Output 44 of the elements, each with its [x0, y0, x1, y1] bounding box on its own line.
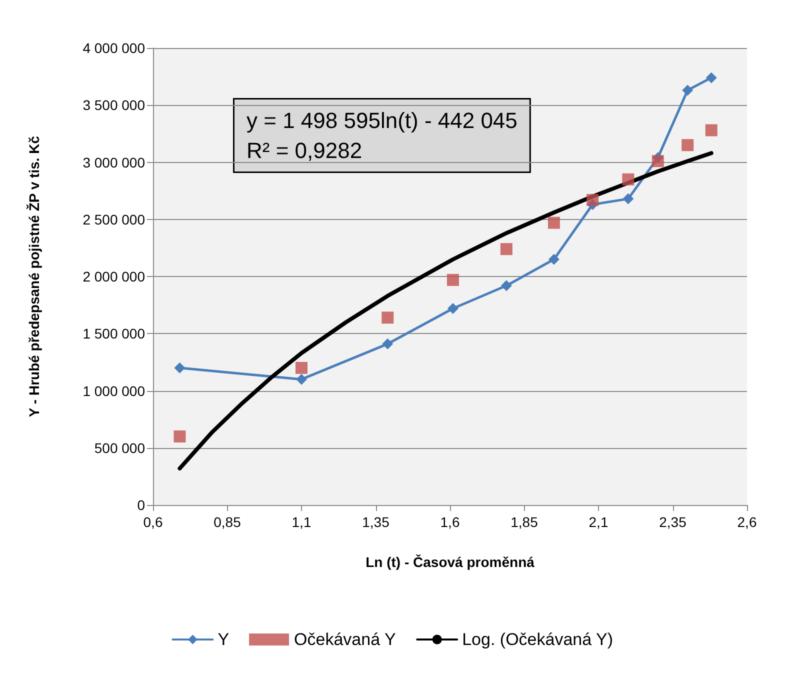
y-tick-label: 4 000 000: [82, 40, 146, 56]
y-tick-label: 2 500 000: [82, 211, 146, 228]
x-tick-label: 1,35: [362, 514, 390, 530]
x-tick-label: 2,1: [588, 514, 608, 530]
point: [622, 193, 634, 204]
point: [174, 430, 186, 442]
point: [705, 124, 718, 136]
x-tick-label: 1,1: [292, 514, 312, 530]
point: [296, 362, 308, 374]
y-tick-label: 1 000 000: [82, 382, 146, 399]
point: [500, 243, 512, 256]
point: [500, 280, 512, 292]
legend-label: Očekávaná Y: [294, 630, 396, 649]
y-tick-label: 0: [137, 497, 146, 513]
point: [174, 362, 186, 374]
y-tick-label: 1 500 000: [82, 326, 146, 342]
point: [446, 274, 459, 286]
y-axis-title: Y - Hrubé předepsané pojistné ŽP v tis. Kč: [26, 136, 42, 418]
point: [447, 302, 458, 314]
y-tick-label: 3 000 000: [82, 154, 146, 170]
point: [382, 312, 394, 324]
annotation: y = 1 498 595ln(t) - 442 045 R² = 0,9282: [246, 108, 518, 163]
y-tick-label: 3 500 000: [82, 97, 146, 114]
y-tick-label: 2 000 000: [82, 268, 146, 284]
x-tick-label: 1,6: [440, 514, 460, 530]
point: [548, 254, 560, 265]
point: [382, 338, 394, 350]
x-tick-label: 2,6: [737, 514, 757, 530]
point: [548, 216, 560, 229]
legend-label: Y: [218, 630, 230, 649]
x-tick-label: 2,35: [659, 514, 687, 530]
point: [706, 72, 717, 84]
x-tick-label: 0,85: [214, 514, 242, 530]
y-tick-label: 500 000: [94, 440, 146, 456]
x-tick-label: 1,85: [510, 514, 538, 530]
point: [682, 139, 694, 152]
point: [296, 374, 307, 385]
point: [622, 173, 634, 186]
point: [586, 194, 599, 206]
legend-label: Log. (Očekávaná Y): [462, 630, 613, 649]
x-axis-title: Ln (t) - Časová proměnná: [366, 554, 535, 570]
point: [652, 155, 664, 168]
x-tick-label: 0,6: [143, 514, 163, 530]
point: [682, 84, 694, 96]
